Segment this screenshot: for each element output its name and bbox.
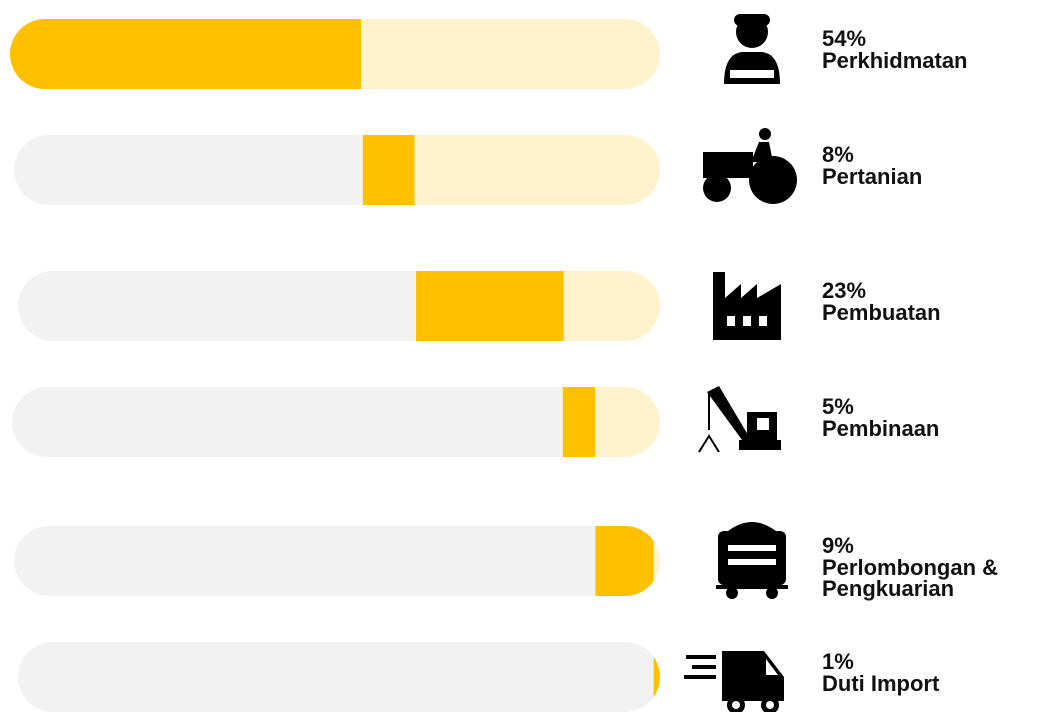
track-after bbox=[595, 387, 660, 457]
track-before bbox=[18, 642, 654, 712]
value-label: 5% bbox=[822, 394, 854, 419]
bar-row bbox=[14, 526, 660, 596]
value-label: 9% bbox=[822, 533, 854, 558]
track-after bbox=[563, 271, 660, 341]
category-label: Pembuatan bbox=[822, 300, 941, 325]
track-after bbox=[414, 135, 660, 205]
category-label: Duti Import bbox=[822, 671, 940, 696]
bar bbox=[362, 135, 415, 205]
category-label: Perlombongan & Pengkuarian bbox=[822, 555, 999, 601]
value-label: 1% bbox=[822, 649, 854, 674]
category-label: Pembinaan bbox=[822, 416, 940, 441]
value-label: 8% bbox=[822, 142, 854, 167]
bar bbox=[10, 19, 361, 89]
value-label: 54% bbox=[822, 26, 867, 51]
bar-row bbox=[12, 387, 660, 457]
icon bbox=[713, 272, 781, 340]
icon bbox=[703, 128, 797, 204]
track-before bbox=[12, 387, 563, 457]
track-after bbox=[653, 526, 660, 596]
track-after bbox=[361, 19, 660, 89]
category-label: Pertanian bbox=[822, 164, 923, 189]
bar bbox=[562, 387, 596, 457]
icon bbox=[684, 651, 784, 712]
bar-row bbox=[18, 271, 660, 341]
category-label: Perkhidmatan bbox=[822, 48, 968, 73]
bar bbox=[595, 526, 654, 596]
value-label: 23% bbox=[822, 278, 867, 303]
bar-row bbox=[10, 19, 660, 89]
icon bbox=[724, 14, 780, 84]
track-before bbox=[14, 526, 596, 596]
bar-row bbox=[14, 135, 660, 205]
bar-row bbox=[18, 642, 660, 712]
bar bbox=[653, 642, 660, 712]
bar bbox=[416, 271, 564, 341]
icon bbox=[698, 386, 781, 453]
icon bbox=[716, 522, 788, 599]
track-before bbox=[18, 271, 417, 341]
track-before bbox=[14, 135, 363, 205]
